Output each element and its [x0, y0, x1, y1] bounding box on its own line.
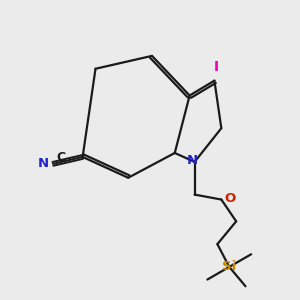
Text: Si: Si: [222, 260, 236, 273]
Text: C: C: [57, 152, 66, 164]
Text: N: N: [187, 154, 198, 167]
Text: N: N: [38, 158, 49, 170]
Text: O: O: [224, 192, 236, 206]
Text: I: I: [214, 60, 219, 74]
